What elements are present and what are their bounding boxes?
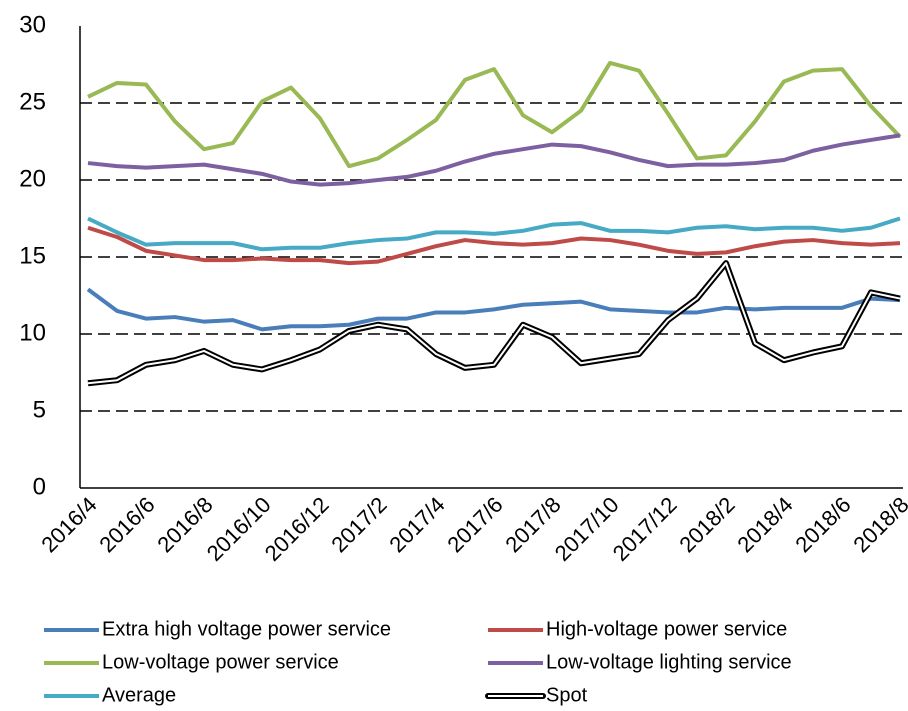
x-tick-label: 2016/4 (36, 492, 101, 557)
series-line (87, 216, 901, 252)
y-tick-label: 30 (19, 11, 46, 38)
series-line (87, 225, 901, 266)
y-tick-label: 0 (33, 473, 46, 500)
x-tick-label: 2016/12 (260, 492, 334, 566)
x-tick-label: 2018/6 (790, 492, 855, 557)
x-tick-label: 2018/2 (674, 492, 739, 557)
y-tick-label: 10 (19, 319, 46, 346)
x-tick-label: 2017/12 (608, 492, 682, 566)
x-tick-label: 2018/4 (732, 492, 797, 557)
series-line (87, 133, 901, 187)
legend-label: Spot (546, 684, 588, 706)
x-tick-label: 2016/6 (94, 492, 159, 557)
legend-label: Low-voltage lighting service (546, 651, 792, 673)
x-tick-label: 2017/4 (384, 492, 449, 557)
x-tick-label: 2018/8 (848, 492, 908, 557)
legend-label: Extra high voltage power service (102, 618, 391, 640)
x-tick-label: 2017/10 (550, 492, 624, 566)
x-tick-label: 2017/2 (326, 492, 391, 557)
x-tick-label: 2016/10 (202, 492, 276, 566)
x-tick-label: 2017/6 (442, 492, 507, 557)
y-tick-label: 20 (19, 165, 46, 192)
series-line-inner (87, 262, 901, 385)
legend-label: Average (102, 684, 176, 706)
y-tick-label: 5 (33, 396, 46, 423)
series-line (87, 60, 902, 169)
legend-label: High-voltage power service (546, 618, 787, 640)
y-tick-label: 15 (19, 242, 46, 269)
series-line (86, 287, 901, 332)
y-tick-label: 25 (19, 88, 46, 115)
legend-label: Low-voltage power service (102, 651, 339, 673)
